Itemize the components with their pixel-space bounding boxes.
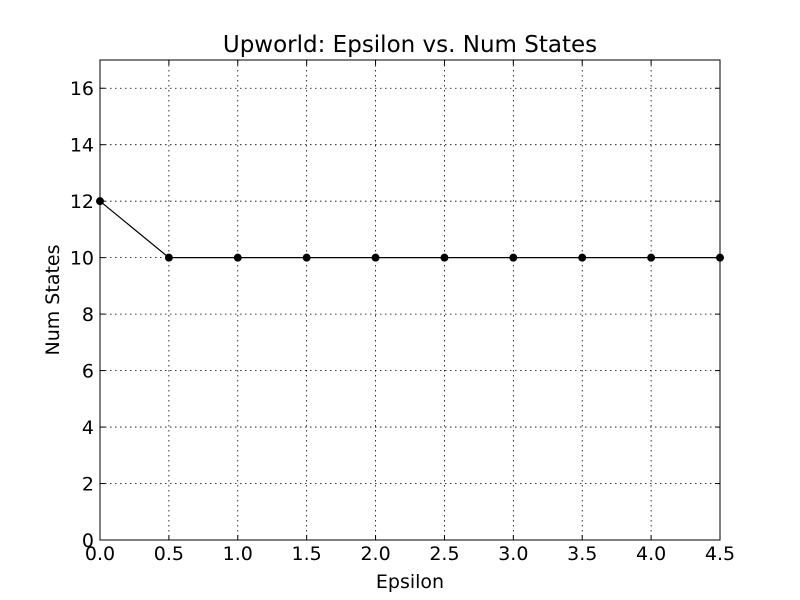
ticks: 0.0 0.5 1.0 1.5 2.0 2.5 3.0 3.5 4.0 4.5 0 2 4 6 8 10 12 1… [70,60,735,565]
y-axis-label: Num States [42,245,64,356]
plot-frame [99,59,721,541]
data-point [578,253,587,262]
x-tick-label: 2.5 [429,543,459,565]
x-tick-label: 1.5 [292,543,322,565]
y-tick-label: 16 [70,78,94,100]
data-point [647,253,656,262]
data-point [509,253,518,262]
y-tick-label: 14 [70,135,94,157]
series-layer [96,197,724,262]
chart-title: Upworld: Epsilon vs. Num States [223,32,597,58]
x-tick-label: 0.0 [85,543,115,565]
data-point [371,253,380,262]
x-tick-label: 3.5 [567,543,597,565]
x-tick-label: 2.0 [360,543,390,565]
y-tick-label: 4 [82,417,94,439]
x-tick-label: 4.5 [705,543,735,565]
data-point [233,253,242,262]
y-tick-label: 0 [82,530,94,552]
series-line [99,200,720,259]
x-tick-label: 4.0 [636,543,666,565]
y-tick-label: 2 [82,474,94,496]
grid [99,60,721,541]
x-axis-label: Epsilon [376,571,444,593]
x-tick-label: 1.0 [223,543,253,565]
y-tick-label: 10 [70,248,94,270]
x-tick-label: 0.5 [154,543,184,565]
data-point [164,253,173,262]
y-tick-label: 6 [82,361,94,383]
y-tick-label: 8 [82,304,94,326]
data-point [440,253,449,262]
x-tick-label: 3.0 [498,543,528,565]
data-point [302,253,311,262]
y-tick-label: 12 [70,191,94,213]
